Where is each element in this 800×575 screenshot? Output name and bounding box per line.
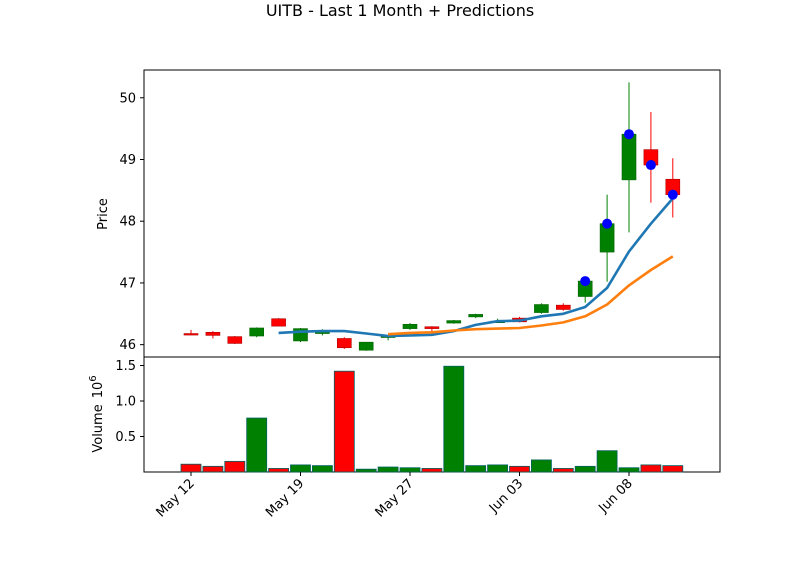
volume-plot-frame (143, 356, 721, 473)
price-axis-label: Price (96, 198, 111, 230)
candle-body (555, 304, 571, 310)
volume-panel: 0.5 1.0 1.5 (115, 356, 721, 473)
price-panel: 46 47 48 49 50 (119, 69, 721, 358)
candle-body (424, 326, 440, 329)
candle-body (227, 336, 243, 344)
volume-axis-label-text: Volume (91, 404, 106, 452)
volume-axis-label: Volume 106 (88, 375, 106, 452)
volume-bar (268, 468, 290, 473)
candle-body (183, 333, 199, 336)
volume-bar (246, 417, 268, 473)
series-line-blue (278, 197, 674, 338)
prediction-marker (667, 189, 678, 200)
xtick-label: Jun 08 (596, 476, 636, 516)
volume-bar (202, 465, 224, 473)
volume-bar (465, 465, 487, 473)
candle-body (271, 318, 286, 327)
volume-ytick-label: 1.5 (115, 359, 136, 374)
xtick-label: May 19 (263, 476, 307, 520)
candle-body (358, 341, 374, 351)
volume-bar (224, 460, 246, 473)
candle-body (446, 320, 462, 324)
volume-bar (552, 468, 574, 473)
volume-bar (333, 370, 355, 473)
volume-bar (640, 464, 662, 473)
xtick-label: Jun 03 (486, 476, 526, 516)
candle-body (468, 314, 484, 318)
volume-scale-exponent: 6 (88, 375, 99, 381)
xtick-label: May 27 (373, 476, 417, 520)
volume-ytick-label: 1.0 (115, 395, 136, 410)
volume-bar (355, 468, 377, 473)
volume-bar (596, 450, 618, 473)
volume-bar (311, 465, 333, 473)
volume-bar (618, 467, 640, 473)
volume-bar (487, 464, 509, 473)
volume-bar (509, 465, 530, 473)
price-ytick-label: 49 (119, 153, 136, 168)
volume-bar (377, 466, 399, 473)
prediction-marker (645, 160, 656, 171)
volume-bar (574, 465, 596, 473)
volume-ytick-label: 0.5 (115, 430, 136, 445)
candle-body (249, 327, 264, 337)
prediction-marker (580, 276, 591, 287)
candle-body (205, 332, 221, 336)
price-plot-frame (143, 69, 721, 358)
series-line-orange (388, 255, 674, 336)
xtick-label: May 12 (154, 476, 198, 520)
candle-body (534, 304, 549, 313)
price-ytick-label: 46 (119, 338, 136, 353)
volume-bar (399, 467, 421, 473)
price-ytick-label: 50 (119, 91, 136, 106)
volume-bar (290, 464, 311, 473)
volume-scale-base: 10 (91, 382, 106, 399)
volume-bar (531, 459, 552, 473)
price-ytick-label: 48 (119, 215, 136, 230)
volume-bar (662, 465, 684, 473)
candle-body (621, 133, 637, 181)
candle-body (402, 323, 418, 329)
volume-bar (180, 463, 202, 473)
x-axis: May 12 May 19 May 27 Jun 03 Jun 08 (154, 472, 636, 520)
candle-body (336, 338, 352, 349)
prediction-marker (602, 218, 613, 229)
volume-bar (421, 468, 443, 473)
volume-bar (443, 365, 465, 473)
chart-title: UITB - Last 1 Month + Predictions (266, 1, 534, 20)
price-ytick-label: 47 (119, 276, 136, 291)
prediction-marker (624, 129, 634, 140)
